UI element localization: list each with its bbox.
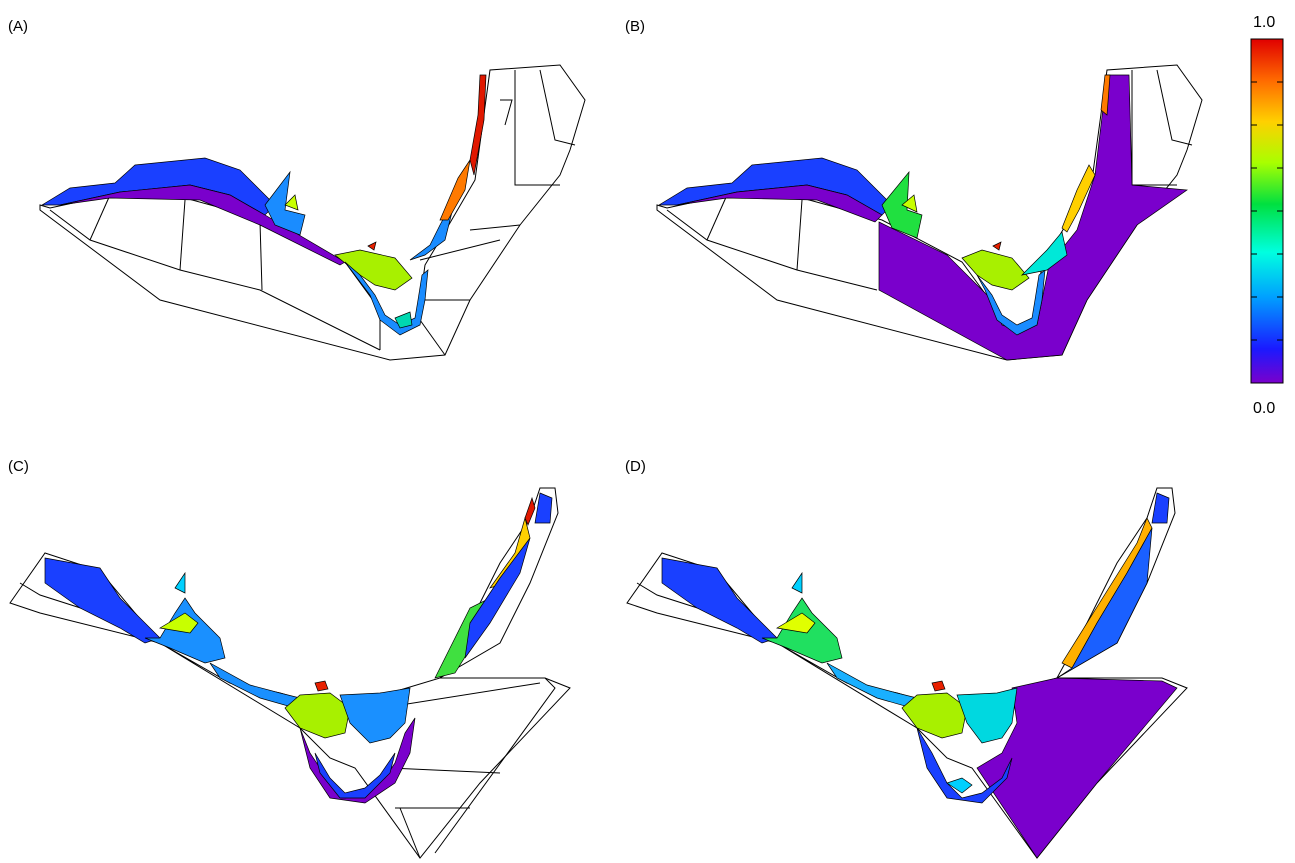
region-west-blue	[44, 557, 161, 644]
panel-d-map	[626, 487, 1188, 859]
region-center-blue	[339, 687, 411, 744]
region-center-yellow	[961, 249, 1030, 291]
panel-c-label: (C)	[8, 458, 29, 475]
region-large-purple-east	[976, 677, 1178, 859]
region-channel-blue	[534, 492, 553, 524]
panel-a-label: (A)	[8, 18, 28, 35]
region-center-yellow	[334, 249, 413, 291]
panel-a-map	[39, 64, 586, 361]
panel-d-label: (D)	[625, 458, 646, 475]
colorbar-max-label: 1.0	[1253, 14, 1276, 31]
region-west-cyan2	[174, 571, 186, 594]
colorbar	[1250, 38, 1284, 384]
region-loop-cyan	[394, 311, 413, 329]
region-center-yellow	[284, 692, 351, 739]
region-center-red	[931, 680, 946, 692]
region-channel-orange	[439, 159, 471, 221]
panel-c-map	[9, 487, 571, 859]
region-loop-blue	[976, 269, 1046, 336]
region-channel-yellow	[1061, 164, 1096, 233]
region-loop-blue	[916, 727, 1013, 804]
region-loop-cyan	[1020, 231, 1068, 276]
region-small-yellow	[284, 194, 299, 211]
region-west-cyan	[264, 170, 306, 236]
region-center-red	[992, 241, 1002, 251]
region-west-yellow	[776, 612, 816, 634]
region-west-cyan2	[791, 571, 803, 594]
region-small-yellow	[901, 194, 918, 213]
colorbar-min-label: 0.0	[1253, 400, 1276, 417]
panel-b-label: (B)	[625, 18, 645, 35]
region-channel-blue2	[1056, 527, 1153, 679]
region-center-cyan	[956, 687, 1018, 744]
region-channel-red	[524, 496, 536, 526]
region-west-purple	[676, 184, 883, 223]
region-center-red	[314, 680, 329, 692]
region-channel-red	[469, 74, 487, 176]
region-west-yellow	[159, 612, 199, 634]
region-channel-blue	[1151, 492, 1170, 524]
region-center-yellow	[901, 692, 968, 739]
region-center-red	[367, 241, 377, 251]
region-channel-blue2	[464, 537, 531, 659]
region-channel-orange	[1100, 74, 1111, 116]
region-loop-blue	[344, 261, 429, 336]
panel-b-map	[656, 64, 1203, 361]
region-loop-cyan	[946, 777, 973, 794]
region-loop-blue	[314, 752, 396, 799]
region-west-blue	[661, 557, 778, 644]
